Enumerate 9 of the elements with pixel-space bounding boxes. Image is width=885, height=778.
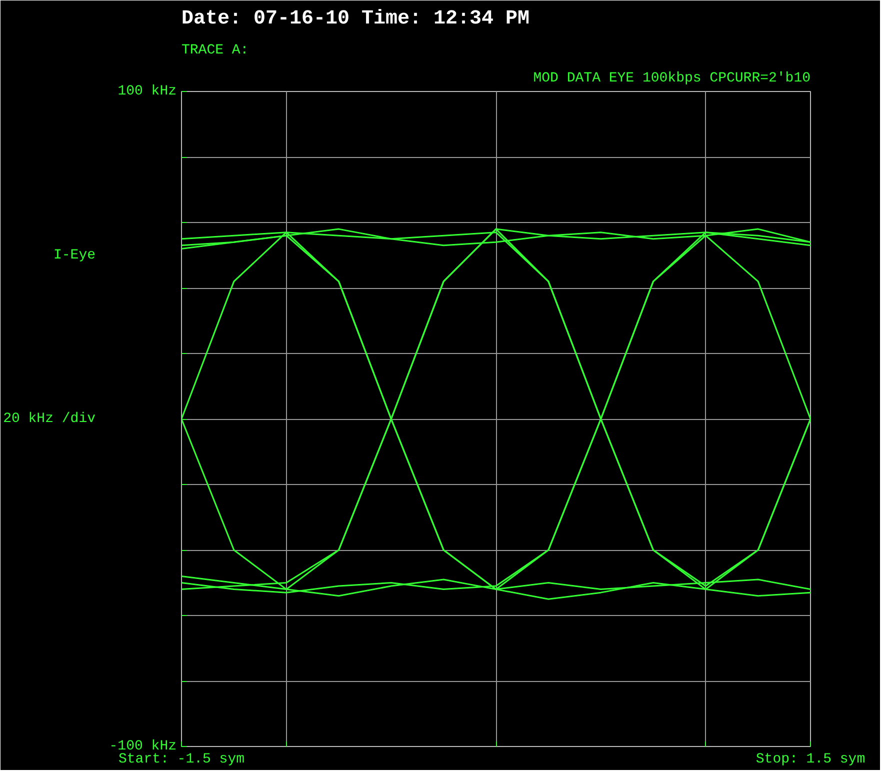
y-tick-label: 100 kHz xyxy=(118,84,177,100)
y-tick-label: -100 kHz xyxy=(109,738,177,754)
text: 20 kHz /div xyxy=(3,411,96,427)
text: I-Eye xyxy=(53,247,96,264)
chart-title: Date: 07-16-10 Time: 12:34 PM xyxy=(182,8,530,30)
text: MOD DATA EYE 100kbps CPCURR=2'b10 xyxy=(533,70,811,86)
text: TRACE A: xyxy=(182,42,249,58)
x-tick-label: Stop: 1.5 sym xyxy=(756,752,866,768)
x-tick-label: Start: -1.5 sym xyxy=(118,752,245,768)
